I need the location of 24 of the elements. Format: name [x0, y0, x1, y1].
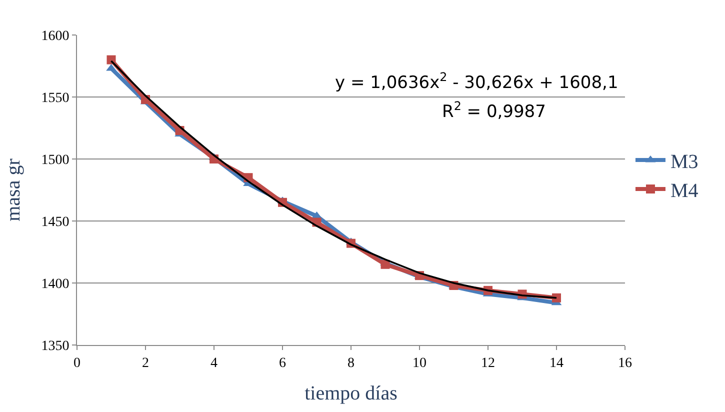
point — [106, 64, 116, 71]
point — [380, 260, 390, 269]
x-tick-label: 10 — [412, 356, 426, 371]
x-axis-title: tiempo días — [304, 382, 398, 404]
annotation: y = 1,0636x$^{2}$ - 30,626x + 1608,1 — [335, 70, 618, 94]
y-axis-title: masa gr — [2, 158, 25, 222]
y-tick-label: 1600 — [41, 28, 70, 44]
legend-label: M4 — [670, 180, 698, 202]
legend-label: M3 — [670, 150, 698, 173]
x-tick-label: 16 — [618, 356, 632, 371]
x-tick-label: 2 — [142, 356, 149, 371]
y-tick-label: 1550 — [41, 90, 70, 106]
y-tick-label: 1350 — [41, 338, 70, 354]
x-tick-label: 14 — [550, 356, 564, 371]
x-tick-label: 8 — [348, 356, 354, 371]
annotation: R$^{2}$ = 0,9987 — [442, 99, 546, 122]
y-tick-label: 1400 — [41, 276, 70, 292]
x-tick-label: 6 — [279, 356, 286, 371]
x-tick-label: 4 — [210, 356, 218, 371]
x-tick-label: 12 — [481, 356, 495, 371]
point — [552, 293, 561, 302]
y-tick-label: 1500 — [41, 152, 70, 168]
x-tick-label: 0 — [74, 356, 80, 371]
y-tick-label: 1450 — [41, 214, 70, 230]
